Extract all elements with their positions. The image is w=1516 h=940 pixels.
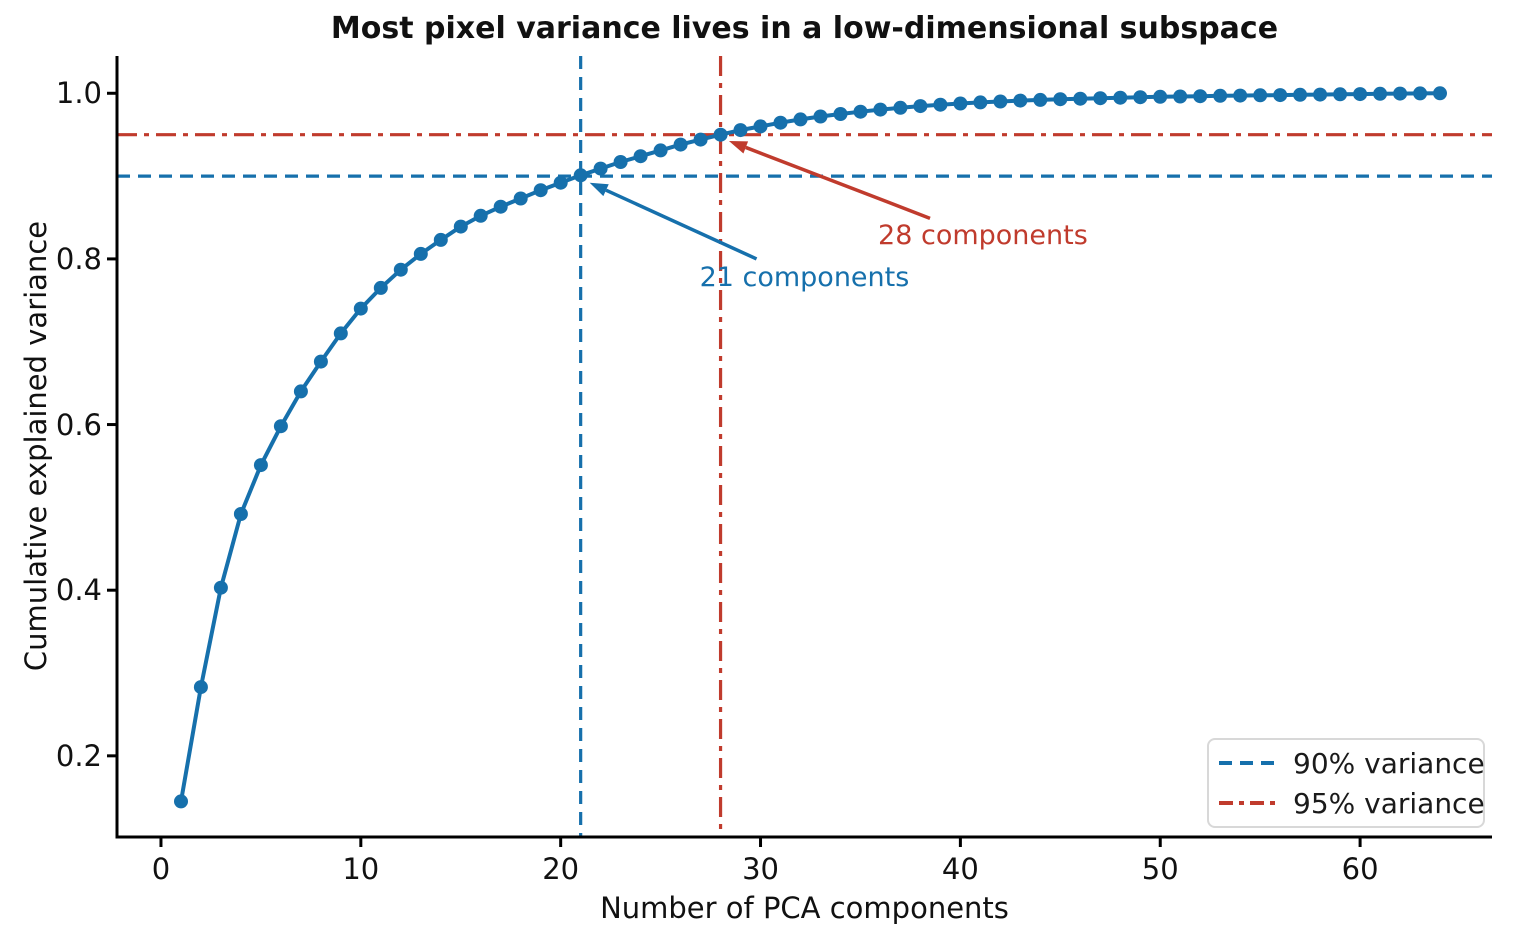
data-point-54	[1233, 88, 1248, 103]
legend-swatch-95-dashdot-line	[1219, 801, 1275, 805]
legend-label-95-variance: 95% variance	[1293, 786, 1485, 820]
data-point-40	[953, 96, 968, 111]
data-point-32	[793, 112, 808, 127]
data-point-5	[253, 458, 268, 473]
data-point-60	[1353, 87, 1368, 102]
data-point-55	[1253, 88, 1268, 103]
chart-title: Most pixel variance lives in a low-dimen…	[330, 11, 1279, 46]
data-point-52	[1193, 89, 1208, 104]
data-point-25	[653, 143, 668, 158]
data-point-3	[213, 580, 228, 595]
data-point-17	[493, 199, 508, 214]
x-tick-label-0: 0	[151, 852, 171, 886]
data-point-16	[473, 208, 488, 223]
data-point-23	[613, 155, 628, 169]
data-point-7	[293, 384, 308, 399]
data-point-39	[933, 97, 948, 112]
x-tick-label-50: 50	[1141, 852, 1179, 886]
data-point-13	[413, 246, 428, 261]
annotation-28-components: 28 components	[878, 219, 1088, 251]
x-tick-label-10: 10	[342, 852, 380, 886]
data-point-36	[873, 102, 888, 117]
data-point-28	[713, 127, 728, 142]
data-point-18	[513, 191, 528, 206]
data-point-15	[453, 219, 468, 234]
threshold-lines-layer	[117, 56, 1492, 837]
legend-swatch-90-dashed-line	[1219, 761, 1275, 765]
data-point-19	[533, 183, 548, 198]
data-point-10	[353, 301, 368, 316]
y-tick-label-0.8: 0.8	[55, 241, 102, 276]
y-tick-label-1.0: 1.0	[55, 76, 102, 111]
data-point-57	[1293, 87, 1308, 102]
legend: 90% variance 95% variance	[1207, 738, 1485, 828]
data-point-61	[1373, 86, 1388, 101]
data-point-34	[833, 107, 848, 121]
data-point-4	[233, 507, 248, 521]
data-point-33	[813, 109, 828, 124]
data-point-31	[773, 115, 788, 130]
data-point-42	[993, 94, 1008, 109]
data-point-21	[573, 168, 588, 183]
data-point-2	[193, 680, 208, 695]
data-point-44	[1033, 92, 1048, 107]
data-point-11	[373, 280, 388, 295]
legend-item-95-variance: 95% variance	[1219, 786, 1485, 820]
legend-label-90-variance: 90% variance	[1293, 746, 1485, 780]
data-point-59	[1333, 87, 1348, 102]
data-point-14	[433, 232, 448, 247]
data-point-12	[393, 262, 408, 277]
data-point-24	[633, 149, 648, 164]
x-axis-label: Number of PCA components	[600, 891, 1009, 925]
data-point-22	[593, 161, 608, 176]
annotation-21-components: 21 components	[699, 262, 910, 294]
data-point-62	[1393, 86, 1408, 101]
data-point-41	[973, 95, 988, 110]
annotation-arrow-head-0	[589, 182, 609, 197]
data-point-38	[913, 99, 928, 114]
data-point-46	[1073, 91, 1088, 106]
data-point-51	[1173, 89, 1188, 104]
annotation-arrow-head-1	[728, 140, 749, 154]
data-point-50	[1153, 89, 1168, 104]
data-point-56	[1273, 88, 1288, 103]
data-point-49	[1133, 90, 1148, 105]
data-point-8	[313, 354, 328, 369]
data-point-47	[1093, 91, 1108, 106]
data-point-26	[673, 137, 688, 152]
data-point-6	[273, 419, 288, 434]
data-point-20	[553, 175, 568, 190]
annotation-arrows	[589, 140, 931, 261]
y-tick-label-0.2: 0.2	[55, 738, 102, 773]
data-point-43	[1013, 93, 1028, 108]
curve-line	[179, 91, 1442, 804]
data-point-58	[1313, 87, 1328, 102]
data-point-9	[333, 326, 348, 341]
data-point-48	[1113, 90, 1128, 105]
x-tick-label-40: 40	[941, 852, 979, 886]
data-point-35	[853, 104, 868, 119]
data-point-64	[1433, 86, 1447, 101]
data-point-37	[893, 100, 908, 115]
x-tick-label-20: 20	[542, 852, 580, 886]
y-tick-label-0.6: 0.6	[55, 407, 102, 442]
x-tick-label-30: 30	[742, 852, 779, 886]
annotation-arrow-line-0	[605, 188, 758, 261]
data-point-27	[693, 132, 708, 147]
data-point-53	[1213, 88, 1228, 103]
variance-curve	[174, 86, 1447, 809]
data-point-63	[1413, 86, 1428, 101]
data-point-30	[753, 119, 768, 134]
axes-spines-ticks	[107, 56, 1492, 847]
y-tick-label-0.4: 0.4	[55, 573, 102, 608]
data-point-1	[174, 794, 188, 809]
data-point-29	[733, 123, 748, 138]
x-tick-label-60: 60	[1341, 852, 1379, 886]
annotation-arrow-line-1	[745, 145, 931, 220]
data-point-45	[1053, 92, 1068, 107]
legend-item-90-variance: 90% variance	[1219, 746, 1485, 780]
